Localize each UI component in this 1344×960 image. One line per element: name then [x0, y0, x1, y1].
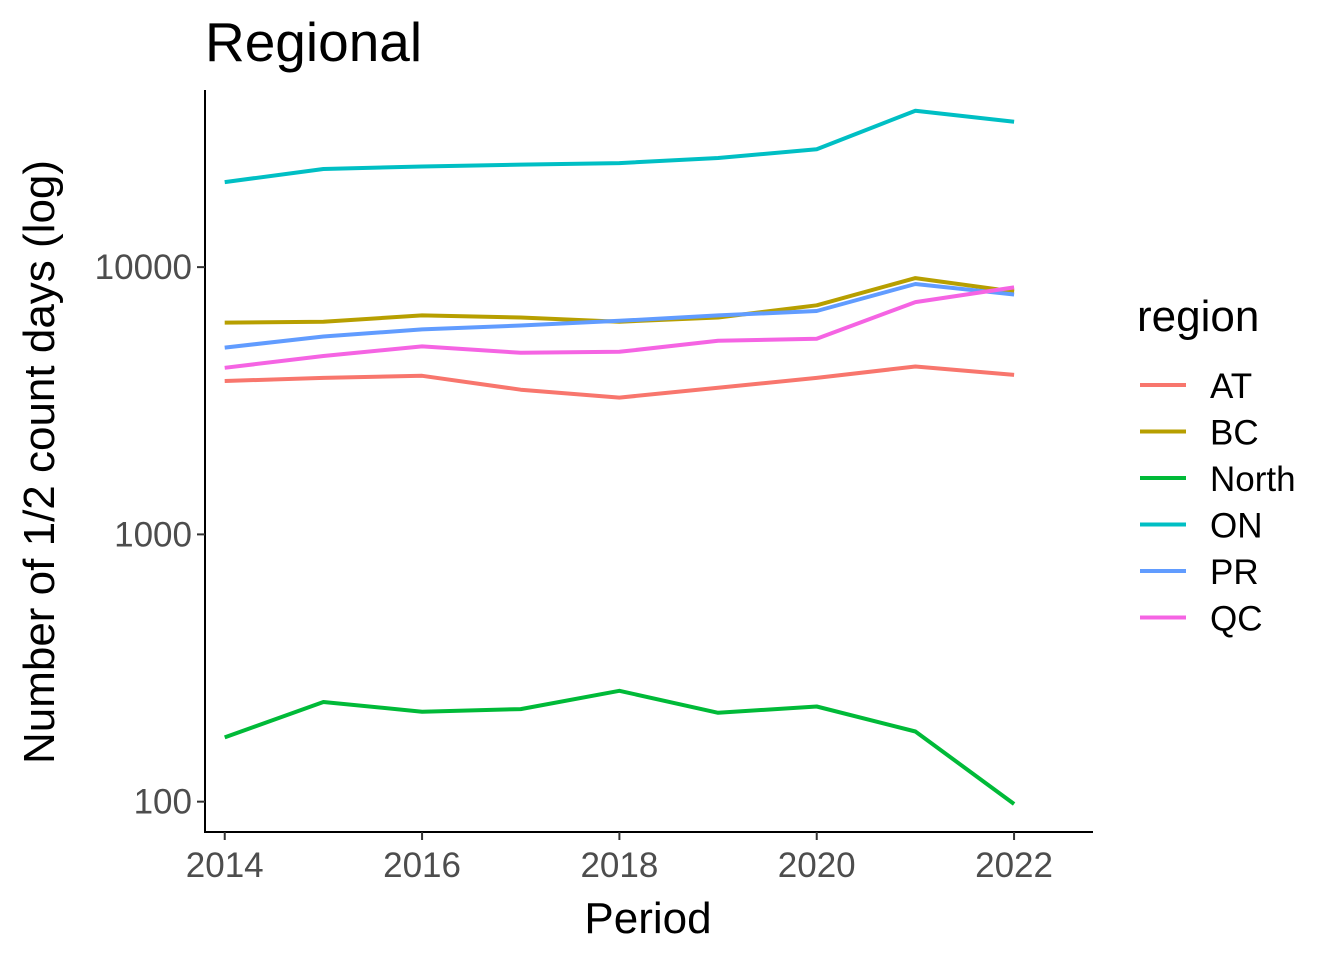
y-tick-label: 10000 — [95, 248, 192, 287]
y-axis-ticks: 100 1000 10000 — [95, 248, 205, 822]
plot-area: 100 1000 10000 2014 2016 2018 2020 2022 — [95, 90, 1093, 885]
legend-label-pr: PR — [1210, 553, 1259, 592]
legend-title: region — [1137, 292, 1259, 341]
y-tick-label: 1000 — [114, 515, 192, 554]
legend-label-north: North — [1210, 460, 1296, 499]
x-tick-label: 2018 — [580, 846, 658, 885]
x-tick-label: 2020 — [778, 846, 856, 885]
legend-label-on: ON — [1210, 507, 1263, 546]
series-lines — [224, 108, 1016, 806]
x-axis-ticks: 2014 2016 2018 2020 2022 — [186, 832, 1053, 885]
legend-label-qc: QC — [1210, 600, 1263, 639]
chart-title: Regional — [205, 11, 422, 73]
series-line-north — [224, 688, 1016, 806]
legend-label-bc: BC — [1210, 414, 1259, 453]
legend-items: AT BC North ON PR QC — [1140, 367, 1296, 639]
series-line-qc — [224, 285, 1015, 370]
series-line-at — [224, 364, 1015, 400]
legend: region AT BC North ON PR QC — [1137, 292, 1296, 639]
series-line-pr — [224, 282, 1015, 350]
x-tick-label: 2016 — [383, 846, 461, 885]
x-tick-label: 2014 — [186, 846, 264, 885]
series-line-bc — [224, 276, 1015, 325]
y-axis-title: Number of 1/2 count days (log) — [15, 160, 64, 764]
y-tick-label: 100 — [134, 783, 192, 822]
series-line-on — [224, 108, 1015, 185]
x-tick-label: 2022 — [975, 846, 1053, 885]
legend-label-at: AT — [1210, 367, 1252, 406]
x-axis-title: Period — [584, 894, 711, 943]
